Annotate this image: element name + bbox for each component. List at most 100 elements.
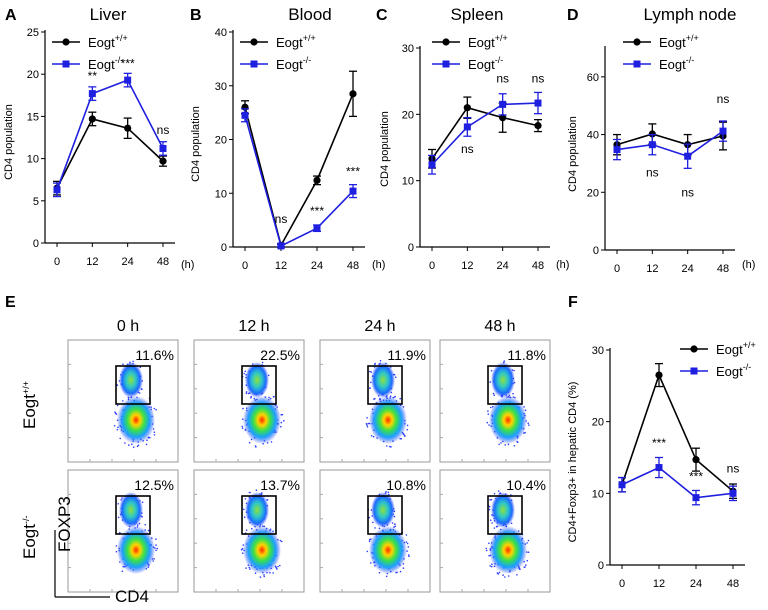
gate-box [487, 365, 523, 405]
significance-label: *** [310, 204, 324, 218]
x-tick-label: 48 [727, 578, 739, 590]
data-point [241, 111, 249, 119]
y-tick-label: 20 [402, 109, 414, 121]
event-dot [122, 363, 124, 366]
event-dot [516, 574, 518, 576]
event-dot [487, 413, 490, 415]
series-line [56, 79, 164, 191]
gate-percentage: 10.4% [506, 477, 546, 493]
plot-frame [319, 339, 431, 463]
series-wildtype [428, 96, 542, 169]
density-upper [371, 362, 395, 398]
event-dot [394, 523, 396, 525]
event-dot [490, 498, 493, 501]
event-dot [385, 491, 387, 493]
event-dot [488, 542, 490, 545]
legend-marker [442, 60, 450, 68]
legend-label: Eogt+/+ [659, 33, 699, 50]
event-dot [114, 411, 116, 414]
gate-box [115, 495, 151, 535]
event-dot [405, 534, 408, 536]
event-dot [250, 397, 252, 399]
y-tick-label: 30 [592, 345, 604, 357]
series-line [431, 106, 539, 160]
gate-box [241, 365, 277, 405]
event-dot [240, 548, 243, 551]
flow-plot: 22.5% [193, 339, 305, 463]
event-dot [155, 538, 157, 540]
event-dot [251, 527, 253, 530]
plot-frame [439, 339, 551, 463]
event-dot [147, 529, 150, 532]
event-dot [366, 426, 369, 428]
legend-label: Eogt-/- [276, 55, 311, 72]
x-unit-label: (h) [372, 259, 385, 271]
event-dot [263, 575, 266, 578]
y-tick-label: 20 [27, 69, 39, 81]
event-dot [497, 490, 500, 492]
event-dot [137, 444, 140, 447]
legend-marker [62, 38, 70, 46]
data-point [349, 90, 357, 98]
legend-marker [633, 60, 641, 68]
event-dot [492, 392, 495, 395]
chart-a: A Liver 0 5 10 15 20 25 0 12 24 48 (h) CD4 population… [3, 5, 194, 271]
data-point [499, 114, 507, 122]
genotype-label: Eogt-/- [20, 516, 39, 559]
event-dot [370, 371, 373, 373]
event-dot [263, 574, 265, 576]
series-knockout [618, 456, 737, 506]
event-dot [367, 422, 370, 425]
foxp3-axis-label: FOXP3 [55, 496, 74, 552]
legend-label: Eogt-/- [659, 55, 694, 72]
event-dot [374, 527, 376, 529]
plot-frame [439, 469, 551, 593]
density-lower [369, 396, 407, 444]
cd4-axis-label: CD4 [115, 587, 149, 606]
event-dot [487, 410, 489, 412]
data-point [613, 146, 621, 154]
event-dot [248, 441, 251, 444]
data-point [684, 152, 692, 160]
y-tick-label: 0 [598, 560, 604, 572]
y-axis-label: CD4 population [190, 106, 202, 182]
x-tick-label: 12 [646, 263, 658, 275]
event-dot [117, 503, 119, 505]
legend-label: Eogt-/- [88, 55, 123, 72]
event-dot [244, 370, 247, 373]
event-dot [405, 541, 408, 543]
data-point [159, 157, 167, 165]
legend-label: Eogt-/- [468, 55, 503, 72]
event-dot [145, 443, 148, 446]
flow-plot: 10.4% [439, 469, 551, 593]
flow-plot: 11.6% [67, 339, 179, 463]
event-dot [131, 443, 133, 446]
x-unit-label: (h) [742, 259, 755, 271]
event-dot [241, 425, 243, 428]
gate-box [115, 365, 151, 405]
significance-label: *** [689, 469, 703, 483]
legend-marker [690, 367, 698, 375]
event-dot [280, 421, 283, 424]
x-tick-label: 0 [619, 578, 625, 590]
legend-label: Eogt+/+ [276, 33, 316, 50]
flow-plot: 11.9% [319, 339, 431, 463]
timepoint-label: 0 h [117, 318, 139, 335]
panel-title: Lymph node [644, 5, 737, 24]
event-dot [269, 571, 271, 574]
event-dot [281, 413, 284, 416]
panel-letter: E [5, 294, 16, 311]
event-dot [245, 567, 247, 569]
event-dot [408, 555, 410, 557]
event-dot [119, 531, 121, 534]
legend-marker [690, 345, 698, 353]
y-tick-label: 20 [587, 187, 599, 199]
density-upper [371, 492, 395, 528]
y-axis-label: CD4 population [3, 104, 15, 180]
event-dot [155, 549, 157, 552]
event-dot [493, 394, 496, 397]
x-tick-label: 12 [275, 260, 287, 272]
series-knockout [241, 108, 357, 250]
event-dot [407, 554, 410, 556]
x-tick-label: 48 [532, 260, 544, 272]
